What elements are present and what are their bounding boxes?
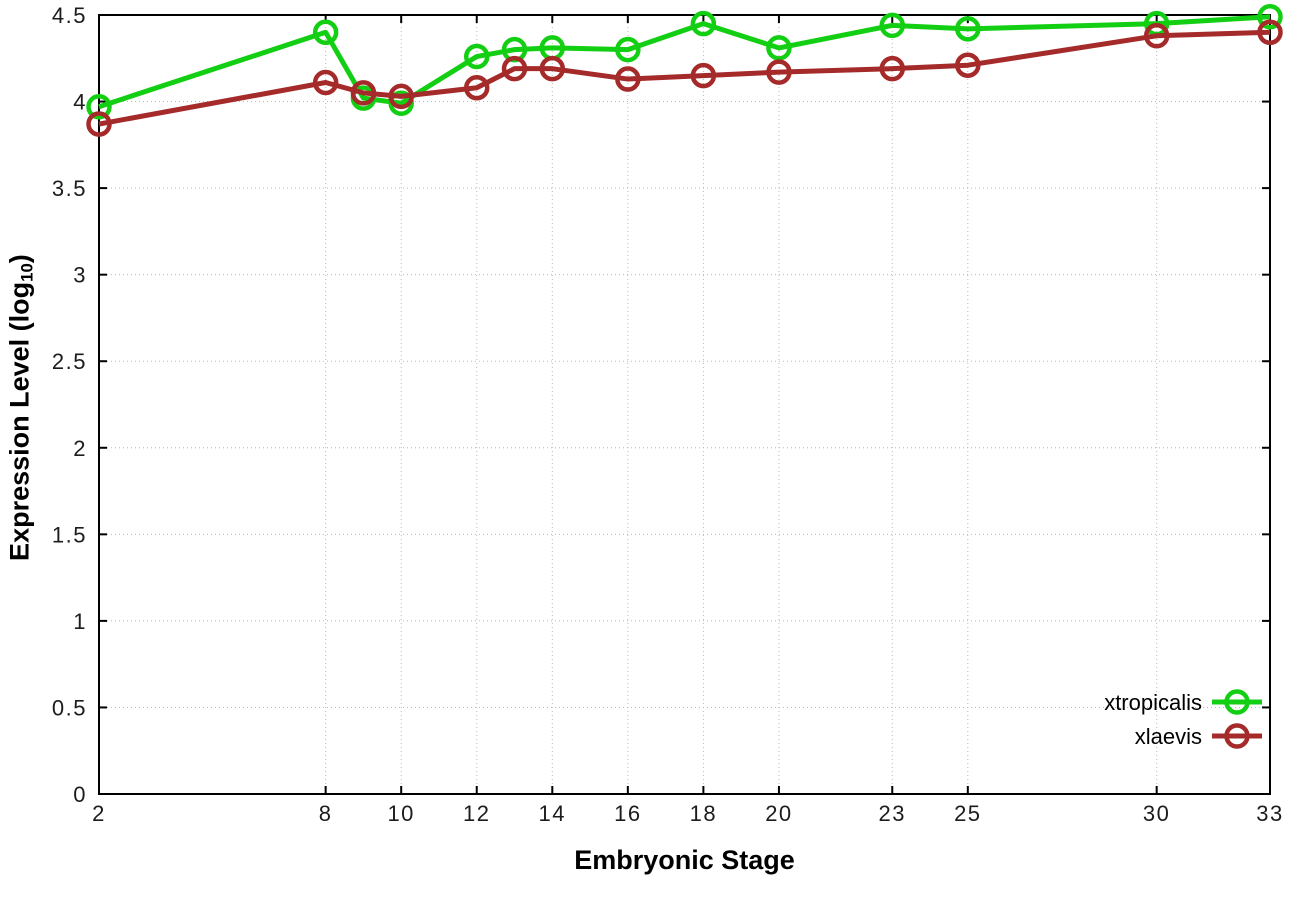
data-point-xlaevis-12: [463, 74, 490, 101]
x-tick-label-12: 12: [463, 801, 490, 826]
x-tick-label-20: 20: [765, 801, 792, 826]
data-point-xtropicalis-23: [879, 12, 906, 39]
x-tick-label-16: 16: [614, 801, 641, 826]
y-tick-label-1.5: 1.5: [52, 522, 87, 547]
x-tick-label-14: 14: [539, 801, 566, 826]
legend-marker-xtropicalis: [1224, 689, 1250, 715]
data-point-xtropicalis-18: [690, 10, 717, 37]
x-tick-label-2: 2: [92, 801, 106, 826]
data-point-xlaevis-10: [388, 83, 414, 110]
y-tick-label-2.5: 2.5: [52, 349, 87, 374]
series-line-xlaevis: [98, 29, 1271, 127]
series-xtropicalis: [86, 3, 1283, 120]
series-xlaevis: [86, 19, 1283, 137]
data-point-xlaevis-20: [766, 59, 792, 85]
legend-entry-xlaevis: xlaevis: [1135, 723, 1262, 749]
x-tick-label-25: 25: [954, 801, 981, 826]
y-tick-label-4.5: 4.5: [52, 3, 87, 28]
y-tick-label-4: 4: [73, 90, 87, 115]
data-point-xtropicalis-12: [463, 43, 490, 70]
data-point-xlaevis-8: [312, 69, 339, 96]
tick-labels: 0 0.5 1 1.5 2 2.5 3 3.5 4 4.5 2 8 10 12 14 16 18 20 23 25 30…: [52, 3, 1283, 826]
y-tick-label-0.5: 0.5: [52, 695, 87, 720]
data-point-xlaevis-16: [615, 66, 641, 92]
data-point-xlaevis-25: [955, 52, 981, 78]
x-tick-label-23: 23: [879, 801, 906, 826]
legend-marker-xlaevis: [1224, 723, 1250, 749]
y-tick-label-1: 1: [73, 609, 87, 634]
data-point-xtropicalis-2: [86, 93, 112, 120]
x-tick-label-18: 18: [690, 801, 717, 826]
legend-label-xlaevis: xlaevis: [1135, 724, 1202, 749]
legend: xtropicalis xlaevis: [1104, 689, 1262, 749]
data-point-xtropicalis-16: [615, 36, 641, 63]
data-point-xlaevis-14: [539, 55, 566, 82]
data-point-xlaevis-23: [879, 55, 906, 82]
legend-entry-xtropicalis: xtropicalis: [1104, 689, 1262, 715]
y-tick-label-2: 2: [73, 436, 87, 461]
data-point-xtropicalis-25: [955, 16, 981, 42]
y-tick-label-3.5: 3.5: [52, 176, 87, 201]
x-tick-label-33: 33: [1256, 801, 1283, 826]
y-axis-title-text: Expression Level (log: [4, 281, 35, 561]
y-axis-title-subscript: 10: [17, 263, 37, 282]
data-point-xtropicalis-33: [1257, 3, 1283, 30]
tick-marks: [98, 14, 1271, 795]
x-tick-label-8: 8: [319, 801, 333, 826]
plot-area: [98, 14, 1271, 795]
y-tick-label-3: 3: [73, 263, 87, 288]
grid: [98, 14, 1271, 795]
data-point-xtropicalis-8: [312, 19, 339, 46]
data-point-xlaevis-13: [501, 55, 528, 82]
x-axis-title: Embryonic Stage: [574, 845, 795, 875]
data-point-xlaevis-33: [1257, 19, 1283, 46]
y-axis-title-close: ): [4, 254, 35, 264]
x-tick-label-30: 30: [1143, 801, 1170, 826]
data-point-xlaevis-30: [1143, 23, 1170, 49]
data-point-xlaevis-9: [350, 80, 377, 106]
y-axis-title: Expression Level (log10): [4, 168, 37, 648]
x-tick-label-10: 10: [387, 801, 414, 826]
data-point-xlaevis-2: [86, 111, 112, 137]
data-point-xlaevis-18: [690, 62, 717, 89]
data-point-xtropicalis-20: [766, 35, 792, 61]
y-tick-label-0: 0: [73, 782, 87, 807]
legend-label-xtropicalis: xtropicalis: [1104, 690, 1202, 715]
